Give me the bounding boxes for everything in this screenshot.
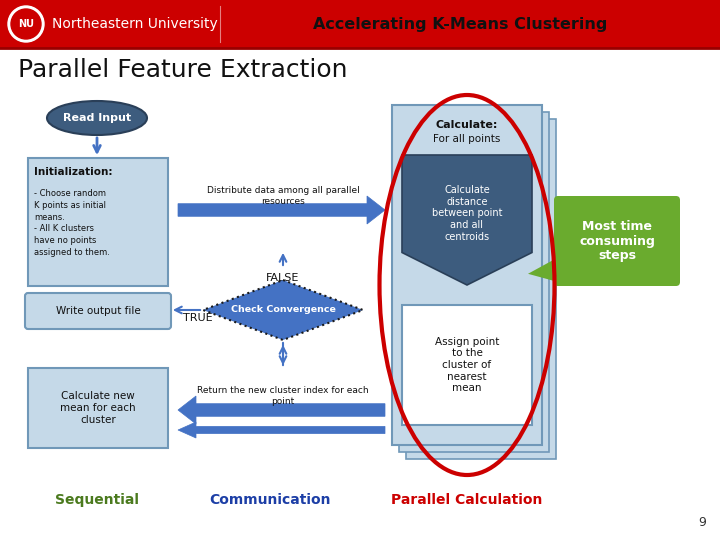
Text: Most time
consuming
steps: Most time consuming steps	[579, 219, 655, 262]
Bar	[28, 158, 168, 286]
Circle shape	[8, 6, 44, 42]
Ellipse shape	[47, 101, 147, 135]
Bar	[0, 0, 720, 48]
Polygon shape	[178, 396, 385, 424]
Text: NU: NU	[18, 19, 34, 29]
Text: Communication: Communication	[210, 493, 330, 507]
Polygon shape	[178, 422, 385, 438]
Text: Calculate:: Calculate:	[436, 120, 498, 130]
Text: Assign point
to the
cluster of
nearest
mean: Assign point to the cluster of nearest m…	[435, 337, 499, 393]
Text: Northeastern University: Northeastern University	[52, 17, 217, 31]
Bar	[392, 105, 542, 445]
Bar	[406, 119, 556, 459]
Text: For all points: For all points	[433, 134, 500, 144]
Text: Write output file: Write output file	[55, 306, 140, 316]
Bar	[28, 368, 168, 448]
Bar	[402, 305, 532, 425]
Text: 9: 9	[698, 516, 706, 529]
Polygon shape	[528, 258, 558, 282]
Text: Distribute data among all parallel
resources: Distribute data among all parallel resou…	[207, 186, 359, 206]
Text: Read Input: Read Input	[63, 113, 131, 123]
Circle shape	[11, 9, 41, 39]
Text: Return the new cluster index for each
point: Return the new cluster index for each po…	[197, 386, 369, 406]
Text: Check Convergence: Check Convergence	[230, 306, 336, 314]
Text: - Choose random
K points as initial
means.
- All K clusters
have no points
assig: - Choose random K points as initial mean…	[34, 189, 110, 257]
Polygon shape	[402, 155, 532, 285]
FancyBboxPatch shape	[554, 196, 680, 286]
FancyBboxPatch shape	[25, 293, 171, 329]
Text: Sequential: Sequential	[55, 493, 139, 507]
Text: Parallel Feature Extraction: Parallel Feature Extraction	[18, 58, 348, 82]
Text: Parallel Calculation: Parallel Calculation	[391, 493, 543, 507]
Polygon shape	[203, 280, 363, 340]
Text: Accelerating K-Means Clustering: Accelerating K-Means Clustering	[312, 17, 607, 31]
Text: Calculate
distance
between point
and all
centroids: Calculate distance between point and all…	[432, 185, 503, 242]
Text: TRUE: TRUE	[183, 313, 213, 323]
Text: FALSE: FALSE	[266, 273, 300, 283]
Bar	[399, 112, 549, 452]
Text: Initialization:: Initialization:	[34, 167, 112, 177]
Polygon shape	[178, 196, 385, 224]
Text: Calculate new
mean for each
cluster: Calculate new mean for each cluster	[60, 392, 136, 424]
